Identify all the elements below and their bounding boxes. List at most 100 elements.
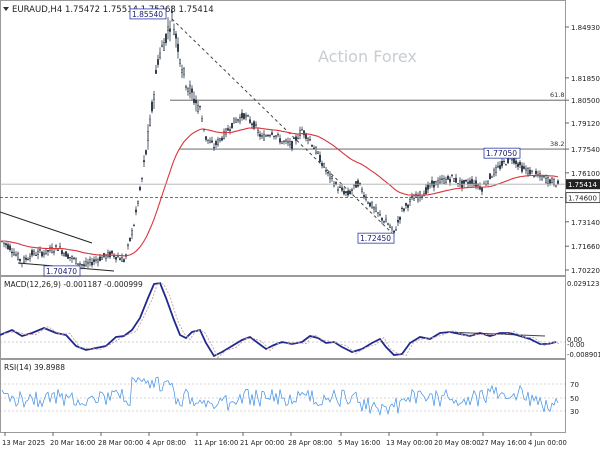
rsi-tick-label: 70 [570, 381, 579, 389]
candle-body [211, 140, 213, 143]
candle-body [221, 137, 223, 141]
rsi-tick-label: 50 [570, 395, 579, 403]
candle-body [245, 114, 247, 118]
candle-body [235, 119, 237, 123]
candle-body [451, 174, 453, 176]
candle-body [265, 135, 267, 137]
time-tick-label: 28 Mar 00:00 [98, 439, 143, 447]
candle-body [151, 101, 153, 112]
candle-body [121, 256, 123, 262]
time-tick-label: 28 Apr 08:00 [288, 439, 332, 447]
candle-body [181, 69, 183, 74]
candle-body [443, 178, 445, 184]
time-tick-label: 27 May 16:00 [480, 439, 527, 447]
candle-body [299, 130, 301, 136]
candle-body [273, 135, 275, 137]
candle-body [311, 144, 313, 147]
candle-body [257, 129, 259, 133]
candle-body [383, 220, 385, 223]
candle-body [475, 180, 477, 187]
candle-body [395, 229, 397, 231]
dropdown-triangle-icon[interactable] [3, 7, 9, 11]
candle-body [263, 134, 265, 141]
candle-body [107, 251, 109, 257]
candle-body [285, 139, 287, 142]
price-label-box [483, 147, 521, 159]
candle-body [531, 170, 533, 172]
price-tick-label: 1.80500 [571, 97, 600, 105]
candle-body [67, 254, 69, 259]
time-tick-label: 5 May 16:00 [338, 439, 380, 447]
candle-body [15, 254, 17, 256]
candle-body [173, 29, 175, 35]
candle-body [315, 147, 317, 154]
candle-body [167, 26, 169, 32]
candle-body [529, 169, 531, 175]
candle-body [223, 131, 225, 139]
candle-body [227, 128, 229, 131]
candle-body [65, 251, 67, 257]
candle-body [189, 84, 191, 94]
macd-tick-label: -0.00 [567, 341, 585, 349]
main-price-axis: 1.84930 1.81850 1.80500 1.79120 1.77540 1.761… [0, 24, 600, 275]
candle-body [325, 170, 327, 172]
candle-body [463, 179, 465, 185]
candle-body [71, 256, 73, 259]
candle-body [93, 259, 95, 262]
candle-body [231, 122, 233, 129]
macd-line [0, 281, 557, 358]
candle-body [45, 248, 47, 254]
candle-body [553, 179, 555, 186]
candle-body [53, 251, 55, 253]
candle-body [7, 244, 9, 250]
candle-body [293, 137, 295, 140]
candle-body [219, 138, 221, 141]
candle-body [61, 250, 63, 255]
candle-body [369, 202, 371, 207]
candle-body [153, 94, 155, 100]
rsi-line [1, 376, 559, 417]
candle-body [281, 141, 283, 144]
candle-body [139, 186, 141, 191]
header: EURAUD,H4 1.75472 1.75514 1.75268 1.7541… [3, 5, 214, 15]
candle-body [427, 184, 429, 190]
support-price-label: 1.74600 [568, 195, 597, 203]
time-tick-label: 4 Jun 00:00 [528, 439, 567, 447]
candle-body [297, 137, 299, 140]
candle-body [51, 247, 53, 253]
candle-body [275, 135, 277, 138]
candle-body [493, 169, 495, 176]
candle-body [63, 252, 65, 256]
candle-body [435, 180, 437, 186]
candle-body [397, 220, 399, 223]
candle-body [447, 175, 449, 180]
candle-body [83, 264, 85, 267]
candle-body [375, 207, 377, 212]
candle-body [33, 250, 35, 255]
candle-body [403, 208, 405, 211]
candle-body [431, 180, 433, 186]
candle-body [373, 206, 375, 210]
candle-body [381, 217, 383, 221]
candle-body [225, 128, 227, 135]
candle-body [157, 59, 159, 65]
candle-body [411, 196, 413, 198]
candle-body [347, 190, 349, 196]
trendline-upper-left[interactable] [0, 211, 93, 244]
candle-body [129, 237, 131, 242]
candle-body [35, 254, 37, 256]
candle-body [445, 178, 447, 183]
candle-body [391, 226, 393, 230]
candle-body [145, 150, 147, 155]
candle-body [413, 197, 415, 201]
candle-body [165, 33, 167, 43]
candle-body [551, 177, 553, 183]
candle-body [213, 147, 215, 149]
candle-body [501, 161, 503, 167]
candle-body [459, 180, 461, 186]
price-label-text: 1.72450 [360, 234, 391, 243]
candle-body [13, 252, 15, 256]
candle-body [69, 257, 71, 259]
candle-body [27, 258, 29, 261]
